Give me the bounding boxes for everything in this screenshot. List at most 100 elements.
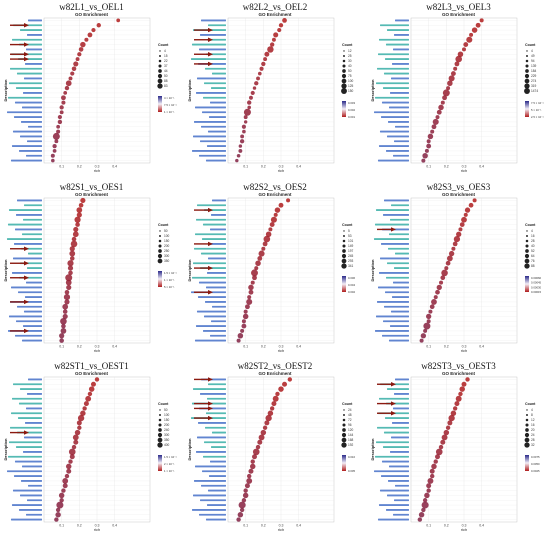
term-label: [388, 247, 409, 250]
data-point: [266, 46, 274, 53]
data-point: [441, 269, 448, 276]
color-scale-bar: [525, 455, 529, 471]
chart-title: w82L2_vs_OEL2: [242, 2, 308, 12]
term-label: [13, 383, 42, 386]
chart-title: w82S2_vs_OES2: [243, 181, 307, 192]
data-point: [459, 386, 465, 392]
term-label: [390, 92, 409, 94]
term-label: [205, 412, 226, 415]
data-point: [55, 512, 61, 518]
legend-size-label: 40: [531, 244, 535, 248]
data-point: [71, 444, 77, 450]
term-label: [11, 518, 42, 521]
term-label: [8, 455, 42, 458]
term-label: [18, 417, 42, 419]
legend-size-label: 40: [348, 64, 352, 68]
x-tick-label: 0.3: [95, 344, 100, 348]
legend-size-marker: [158, 69, 162, 73]
color-scale-bar: [158, 455, 162, 471]
term-label: [17, 72, 42, 75]
data-point: [256, 439, 262, 445]
term-label: [211, 305, 226, 308]
data-point: [249, 463, 255, 470]
term-label: [199, 499, 226, 502]
data-point: [248, 95, 253, 100]
data-point: [239, 328, 244, 333]
data-point: [273, 212, 278, 217]
legend-size-marker: [524, 437, 530, 443]
term-label: [24, 77, 42, 80]
term-label: [19, 402, 42, 405]
data-point: [269, 221, 275, 227]
data-point: [68, 270, 73, 275]
data-point: [59, 105, 64, 110]
x-tick-label: 0.1: [59, 165, 64, 169]
data-point: [52, 143, 57, 149]
data-point: [62, 478, 69, 484]
legend-size-marker: [525, 64, 529, 68]
legend-size-label: 28: [531, 438, 535, 442]
legend-title: Count: [525, 223, 536, 227]
data-point: [435, 289, 440, 295]
term-label: [9, 82, 42, 85]
legend-size-marker: [157, 437, 163, 443]
data-point: [262, 240, 268, 246]
term-label: [7, 470, 42, 473]
data-point: [440, 439, 446, 445]
data-point: [52, 132, 60, 140]
term-label: [195, 218, 226, 221]
term-label: [382, 101, 409, 104]
data-point: [422, 152, 428, 159]
scatter-plot: 0.1 0.2 0.3 0.4 rich Description Count 24487296…: [187, 376, 355, 532]
data-point: [433, 459, 438, 464]
data-point: [245, 477, 252, 484]
highlight-arrow: [10, 430, 29, 435]
data-point: [455, 395, 462, 402]
term-label: [204, 426, 226, 429]
legend-size-marker: [525, 428, 529, 432]
data-point: [444, 265, 449, 270]
term-label: [379, 271, 409, 274]
data-point: [277, 386, 284, 392]
legend-size-marker: [342, 239, 345, 242]
data-point: [246, 100, 251, 105]
data-point: [471, 27, 478, 33]
x-tick-label: 0.2: [77, 524, 82, 528]
data-point: [429, 303, 435, 309]
term-label: [394, 499, 409, 502]
data-point: [246, 294, 251, 299]
term-label: [209, 101, 226, 104]
data-point: [71, 66, 77, 72]
term-label: [17, 199, 42, 201]
data-point: [237, 148, 242, 153]
data-point: [472, 197, 477, 202]
color-scale-bar: [158, 270, 162, 287]
legend-size-label: 341: [348, 264, 354, 268]
highlight-arrow: [193, 265, 213, 270]
data-point: [462, 47, 466, 52]
term-label: [210, 319, 226, 322]
data-point: [420, 332, 427, 338]
term-label: [195, 92, 226, 94]
legend-size-label: 300: [164, 433, 170, 437]
legend-size-marker: [526, 55, 528, 57]
term-label: [196, 203, 226, 206]
data-point: [75, 57, 80, 62]
highlight-arrow: [10, 52, 29, 57]
data-point: [239, 507, 244, 513]
term-label: [195, 324, 226, 327]
data-point: [260, 429, 266, 436]
legend-size-marker: [158, 239, 162, 242]
data-point: [64, 85, 70, 91]
data-point: [62, 483, 68, 489]
x-tick-label: 0.1: [426, 165, 431, 169]
scatter-plot: 0.1 0.2 0.3 0.4 rich Description Count 12253040…: [187, 17, 355, 173]
data-point: [436, 284, 442, 290]
data-point: [91, 28, 96, 33]
x-tick-label: 0.3: [278, 344, 283, 348]
data-point: [96, 23, 101, 28]
data-point: [60, 327, 67, 334]
term-label: [205, 286, 226, 288]
data-point: [276, 28, 281, 33]
x-tick-label: 0.3: [95, 165, 100, 169]
